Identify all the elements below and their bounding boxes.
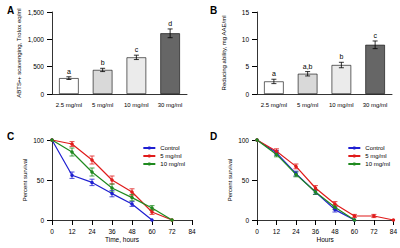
svg-text:c: c — [135, 46, 139, 53]
svg-text:15: 15 — [242, 9, 250, 16]
svg-text:5 mg/ml: 5 mg/ml — [365, 153, 386, 159]
svg-text:b: b — [101, 59, 105, 66]
svg-text:a,b: a,b — [303, 63, 313, 70]
svg-text:84: 84 — [390, 228, 398, 235]
svg-text:Control: Control — [160, 145, 179, 151]
svg-text:B: B — [210, 5, 217, 16]
svg-text:0: 0 — [40, 91, 44, 98]
svg-text:5 mg/ml: 5 mg/ml — [92, 102, 113, 108]
svg-text:10 mg/ml: 10 mg/ml — [329, 102, 354, 108]
svg-text:5 mg/ml: 5 mg/ml — [160, 153, 181, 159]
svg-text:A: A — [7, 5, 14, 16]
svg-text:b: b — [339, 53, 343, 60]
svg-text:12: 12 — [68, 228, 76, 235]
svg-text:D: D — [210, 131, 217, 142]
svg-text:12: 12 — [273, 228, 281, 235]
svg-text:a: a — [272, 70, 276, 77]
svg-text:100: 100 — [33, 137, 44, 144]
svg-text:24: 24 — [292, 228, 300, 235]
svg-text:0: 0 — [245, 217, 249, 224]
svg-text:72: 72 — [168, 228, 176, 235]
svg-text:2.5 mg/ml: 2.5 mg/ml — [56, 102, 82, 108]
svg-text:d: d — [168, 20, 172, 27]
svg-text:1,000: 1,000 — [28, 36, 45, 43]
svg-text:36: 36 — [312, 228, 320, 235]
svg-text:10 mg/ml: 10 mg/ml — [124, 102, 149, 108]
svg-text:30 mg/ml: 30 mg/ml — [363, 102, 388, 108]
svg-text:Reducing ability, mg AAE/ml: Reducing ability, mg AAE/ml — [221, 16, 227, 91]
svg-text:84: 84 — [188, 228, 196, 235]
svg-text:Percent survival: Percent survival — [22, 159, 28, 202]
svg-text:30 mg/ml: 30 mg/ml — [158, 102, 183, 108]
svg-text:ABTS•+ scavenging, Trolox eq/m: ABTS•+ scavenging, Trolox eq/ml — [16, 8, 22, 97]
svg-text:10 mg/ml: 10 mg/ml — [365, 161, 390, 167]
svg-text:10 mg/ml: 10 mg/ml — [160, 161, 185, 167]
svg-text:72: 72 — [370, 228, 378, 235]
svg-text:0: 0 — [255, 228, 259, 235]
svg-text:60: 60 — [148, 228, 156, 235]
svg-text:C: C — [7, 131, 14, 142]
svg-text:Hours: Hours — [317, 236, 335, 243]
svg-text:a: a — [67, 68, 71, 75]
svg-text:10: 10 — [242, 36, 250, 43]
svg-text:24: 24 — [88, 228, 96, 235]
svg-text:0: 0 — [40, 217, 44, 224]
svg-text:2.5 mg/ml: 2.5 mg/ml — [261, 102, 287, 108]
svg-text:100: 100 — [238, 137, 249, 144]
svg-text:5 mg/ml: 5 mg/ml — [297, 102, 318, 108]
svg-text:60: 60 — [351, 228, 359, 235]
svg-text:5: 5 — [245, 63, 249, 70]
svg-text:0: 0 — [245, 91, 249, 98]
svg-text:0: 0 — [50, 228, 54, 235]
svg-text:Percent survival: Percent survival — [227, 159, 233, 202]
svg-text:48: 48 — [128, 228, 136, 235]
svg-text:500: 500 — [33, 63, 44, 70]
svg-text:Control: Control — [365, 145, 384, 151]
svg-text:1,500: 1,500 — [28, 9, 45, 16]
svg-text:Time, hours: Time, hours — [105, 236, 140, 243]
svg-text:c: c — [373, 32, 377, 39]
svg-text:50: 50 — [242, 177, 250, 184]
svg-text:50: 50 — [37, 177, 45, 184]
svg-text:48: 48 — [331, 228, 339, 235]
svg-text:36: 36 — [108, 228, 116, 235]
